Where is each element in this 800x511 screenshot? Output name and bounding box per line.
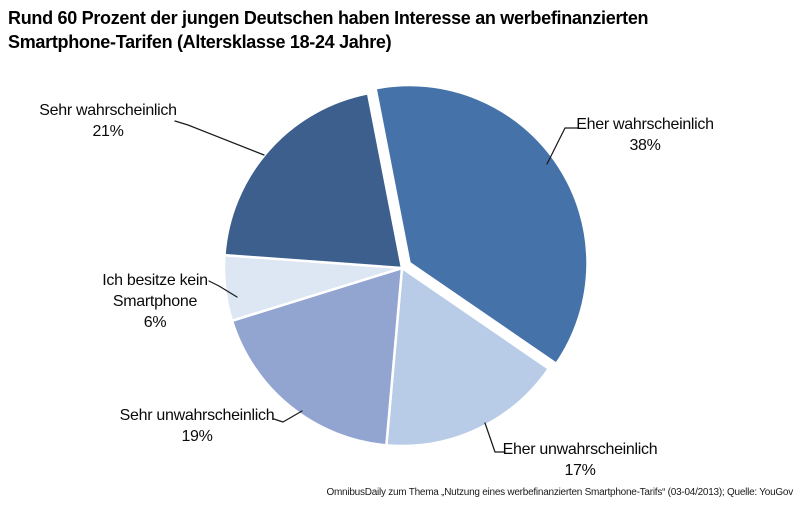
slice-percent: 21% <box>92 123 124 140</box>
callout-sehr-unwahrscheinlich: Sehr unwahrscheinlich 19% <box>87 405 307 447</box>
pie-slice-sehr-wahrscheinlich <box>223 92 404 270</box>
pie-slice-sehr-unwahrscheinlich <box>230 266 404 447</box>
slice-label: Eher wahrscheinlich <box>576 116 714 133</box>
slice-label: Sehr wahrscheinlich <box>39 102 177 119</box>
pie-slice-eher-unwahrscheinlich <box>385 266 551 448</box>
source-citation: OmnibusDaily zum Thema „Nutzung eines we… <box>326 487 793 498</box>
slice-percent: 17% <box>564 462 596 479</box>
callout-eher-unwahrscheinlich: Eher unwahrscheinlich 17% <box>470 439 690 481</box>
callout-eher-wahrscheinlich: Eher wahrscheinlich 38% <box>545 114 745 156</box>
callout-ich-besitze-kein-smartphone: Ich besitze kein Smartphone 6% <box>75 270 235 333</box>
slice-label: Eher unwahrscheinlich <box>502 441 658 458</box>
leader-lines-group <box>174 120 579 453</box>
slice-percent: 6% <box>143 314 167 331</box>
slice-label: Sehr unwahrscheinlich <box>119 407 275 424</box>
pie-slice-eher-wahrscheinlich <box>374 83 589 365</box>
leader-line-eher-wahrscheinlich <box>546 127 579 165</box>
chart-title: Rund 60 Prozent der jungen Deutschen hab… <box>8 8 649 52</box>
pie-slices-group <box>222 83 589 448</box>
leader-line-eher-unwahrscheinlich <box>484 422 506 453</box>
leader-line-sehr-wahrscheinlich <box>174 120 265 156</box>
slice-label: Ich besitze kein Smartphone <box>102 272 208 310</box>
leader-line-sehr-unwahrscheinlich <box>273 410 303 423</box>
slice-percent: 38% <box>629 137 661 154</box>
slice-percent: 19% <box>181 428 213 445</box>
callout-sehr-wahrscheinlich: Sehr wahrscheinlich 21% <box>8 100 208 142</box>
leader-line-ich-besitze-kein <box>208 280 238 298</box>
